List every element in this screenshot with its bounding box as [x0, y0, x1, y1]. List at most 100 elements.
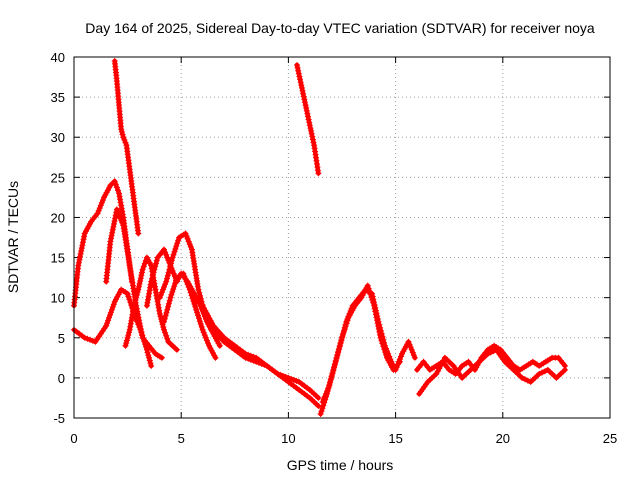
series-arc10 — [210, 326, 322, 401]
data-point — [384, 355, 390, 361]
x-tick-label: 20 — [496, 431, 510, 446]
data-point — [118, 127, 124, 132]
data-point — [294, 62, 300, 68]
data-point — [176, 235, 182, 240]
data-point — [414, 367, 420, 373]
data-point — [311, 143, 317, 148]
x-tick-label: 0 — [70, 431, 77, 446]
y-tick-label: 10 — [51, 291, 65, 306]
data-point — [543, 359, 548, 365]
data-point — [434, 363, 439, 369]
data-point — [144, 255, 150, 260]
data-point — [318, 411, 323, 417]
data-point — [108, 239, 113, 244]
y-tick-label: 20 — [51, 210, 65, 225]
data-point — [136, 231, 141, 236]
data-point — [296, 387, 302, 393]
data-point — [307, 395, 313, 401]
y-tick-label: 40 — [51, 50, 65, 65]
data-point — [161, 319, 167, 324]
data-point — [76, 263, 81, 268]
data-point — [112, 299, 117, 304]
data-point — [166, 339, 171, 344]
data-point — [206, 343, 212, 348]
series-layer — [71, 58, 568, 417]
data-point — [459, 375, 465, 381]
y-tick-label: 15 — [51, 251, 65, 266]
data-point — [112, 58, 117, 64]
data-point — [88, 219, 94, 224]
data-point — [213, 355, 218, 361]
data-point — [545, 367, 551, 373]
data-point — [316, 171, 321, 176]
series-arc8 — [161, 270, 219, 361]
data-point — [468, 367, 473, 373]
data-point — [114, 78, 120, 84]
data-point — [189, 247, 195, 252]
data-point — [170, 255, 175, 260]
data-point — [434, 371, 439, 377]
data-point — [307, 122, 313, 128]
data-point — [397, 359, 403, 365]
data-point — [254, 359, 259, 365]
data-point — [339, 335, 345, 340]
data-point — [320, 399, 325, 405]
series-arc11 — [294, 62, 322, 177]
data-point — [221, 339, 227, 344]
data-point — [549, 355, 555, 361]
data-point — [303, 102, 308, 108]
data-point — [316, 395, 321, 401]
data-point — [537, 363, 542, 369]
data-point — [196, 287, 201, 292]
data-point — [200, 327, 205, 332]
data-point — [530, 359, 536, 365]
data-point — [517, 367, 523, 373]
data-point — [181, 271, 186, 276]
data-point — [161, 327, 167, 332]
x-axis-label: GPS time / hours — [287, 457, 394, 473]
data-point — [264, 363, 270, 369]
data-point — [127, 263, 132, 268]
x-tick-label: 5 — [178, 431, 185, 446]
y-tick-label: 5 — [58, 331, 65, 346]
series-arc15 — [416, 346, 568, 397]
data-point — [174, 347, 180, 353]
data-point — [131, 303, 137, 308]
data-point — [159, 355, 165, 361]
data-point — [442, 355, 448, 361]
y-tick-label: 25 — [51, 170, 65, 185]
data-point — [148, 363, 154, 369]
data-point — [140, 267, 145, 272]
data-point — [466, 359, 471, 365]
data-point — [127, 167, 132, 172]
data-point — [485, 351, 490, 357]
data-point — [140, 335, 145, 340]
data-point — [451, 363, 456, 369]
data-point — [232, 347, 237, 353]
data-point — [103, 323, 109, 328]
chart-title: Day 164 of 2025, Sidereal Day-to-day VTE… — [85, 20, 595, 36]
data-point — [562, 363, 568, 369]
tick-layer: 0 5 10 15 20 25 -5 0 5 10 15 20 25 30 35 40 — [51, 50, 618, 446]
data-point — [299, 82, 304, 88]
data-point — [125, 291, 130, 296]
data-point — [157, 295, 162, 300]
data-point — [427, 367, 433, 373]
data-point — [211, 327, 216, 332]
data-point — [194, 307, 199, 312]
data-point — [346, 315, 351, 320]
y-tick-label: 0 — [58, 371, 65, 386]
data-point — [116, 102, 122, 108]
data-point — [502, 359, 508, 365]
y-tick-label: -5 — [53, 411, 65, 426]
data-point — [170, 343, 175, 348]
grid-layer — [74, 57, 610, 418]
data-point — [144, 303, 150, 308]
data-point — [399, 351, 405, 357]
series-arc4 — [103, 206, 165, 361]
data-point — [93, 339, 98, 344]
data-point — [296, 379, 302, 385]
data-point — [477, 359, 482, 365]
